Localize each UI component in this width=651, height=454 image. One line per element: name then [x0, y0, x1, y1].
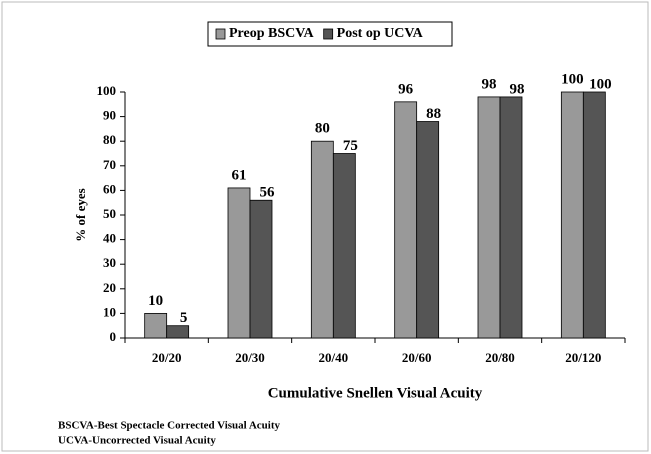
bar [560, 91, 584, 339]
data-label: 75 [343, 138, 358, 154]
bar [227, 187, 251, 339]
bar [144, 312, 168, 339]
bar [477, 96, 501, 339]
x-tick-label: 20/60 [402, 350, 432, 365]
data-label: 10 [148, 293, 163, 309]
legend-label: Post op UCVA [337, 26, 424, 41]
bar [166, 325, 190, 339]
data-label: 61 [232, 167, 247, 183]
data-label: 56 [260, 185, 276, 201]
x-tick-label: 20/40 [319, 350, 349, 365]
y-axis-label: % of eyes [73, 188, 88, 241]
bar [499, 96, 523, 339]
bar [310, 140, 334, 339]
y-tick-label: 20 [103, 280, 116, 295]
data-label: 5 [180, 310, 188, 326]
y-tick-label: 60 [103, 181, 116, 196]
x-tick-label: 20/120 [565, 350, 601, 365]
y-tick-label: 100 [97, 83, 117, 98]
data-label: 96 [398, 81, 414, 97]
y-tick-label: 10 [103, 304, 116, 319]
bar [249, 199, 273, 339]
bar [332, 153, 356, 339]
y-tick-label: 0 [110, 329, 117, 344]
data-label: 98 [510, 81, 525, 97]
data-label: 88 [426, 106, 441, 122]
x-tick-label: 20/80 [485, 350, 515, 365]
data-label: 80 [315, 121, 330, 137]
y-tick-label: 70 [103, 157, 116, 172]
note: UCVA-Uncorrected Visual Acuity [58, 435, 216, 447]
x-axis-label: Cumulative Snellen Visual Acuity [268, 385, 483, 401]
legend-swatch [215, 28, 226, 40]
y-tick-label: 30 [103, 255, 116, 270]
y-tick-label: 50 [103, 206, 116, 221]
y-tick-label: 90 [103, 108, 116, 123]
data-label: 98 [482, 76, 497, 92]
bar [416, 121, 440, 339]
bar [582, 91, 606, 339]
data-label: 100 [561, 71, 584, 87]
legend-label: Preop BSCVA [229, 26, 315, 41]
x-tick-label: 20/30 [235, 350, 265, 365]
note: BSCVA-Best Spectacle Corrected Visual Ac… [58, 420, 281, 432]
y-tick-label: 80 [103, 132, 116, 147]
bar [394, 101, 418, 339]
legend-swatch [323, 28, 334, 40]
data-label: 100 [589, 76, 612, 92]
y-tick-label: 40 [103, 231, 116, 246]
x-tick-label: 20/20 [152, 350, 182, 365]
